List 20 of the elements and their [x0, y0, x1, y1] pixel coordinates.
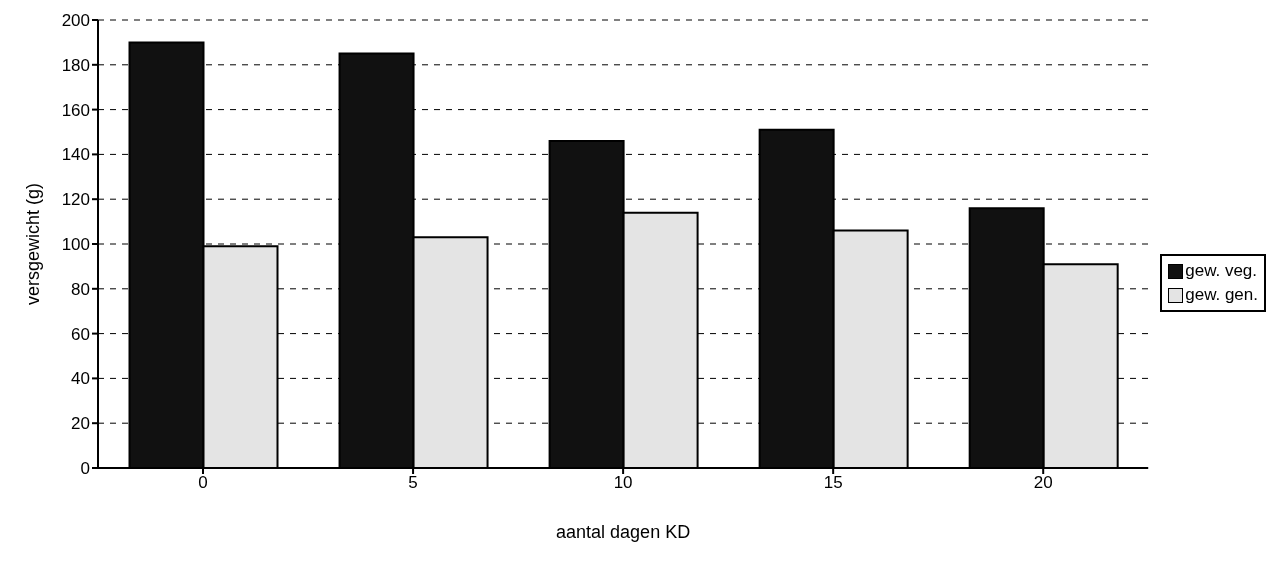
y-tick-label: 100 [61, 235, 90, 255]
x-tick-label: 5 [408, 473, 418, 493]
y-tick-label: 80 [71, 279, 90, 299]
x-tick-label: 20 [1033, 473, 1053, 493]
y-tick-label: 20 [71, 414, 90, 434]
x-tick-label: 15 [823, 473, 843, 493]
x-axis-title: aantal dagen KD [556, 522, 691, 542]
x-tick-label: 10 [613, 473, 633, 493]
y-axis-title: versgewicht (g) [23, 182, 44, 306]
legend-label: gew. gen. [1185, 284, 1258, 306]
y-tick-label: 200 [61, 11, 90, 31]
legend-label: gew. veg. [1185, 260, 1258, 282]
y-tick-label: 120 [61, 190, 90, 210]
y-tick-label: 40 [71, 369, 90, 389]
y-tick-label: 160 [61, 100, 90, 120]
x-tick-label: 0 [198, 473, 208, 493]
y-tick-label: 0 [80, 459, 90, 479]
y-tick-label: 60 [71, 324, 90, 344]
y-tick-label: 140 [61, 145, 90, 165]
y-tick-label: 180 [61, 55, 90, 75]
